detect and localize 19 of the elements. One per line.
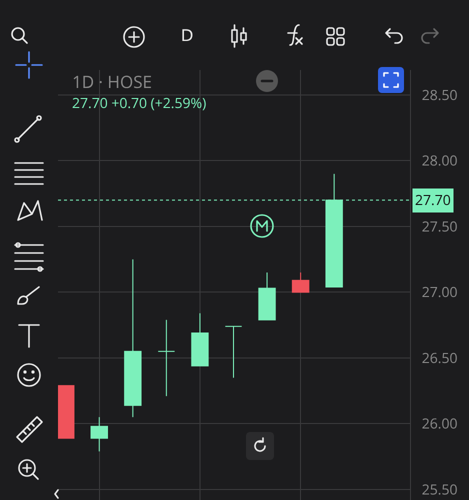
candlestick	[124, 258, 142, 418]
candlestick	[224, 326, 242, 378]
annotation: 27.70 +0.70 (+2.59%)	[72, 94, 206, 113]
candlestick	[191, 312, 209, 366]
y-tick-label: 26.00	[422, 414, 458, 434]
y-tick-label: 28.50	[422, 86, 458, 105]
text: D	[181, 26, 194, 46]
candlestick	[258, 272, 276, 320]
ref-line-label: 27.70	[415, 191, 451, 210]
candlestick	[292, 272, 310, 293]
y-tick-label: 28.00	[422, 152, 458, 171]
y-tick-label: 27.00	[422, 283, 458, 302]
y-tick-label: 26.50	[422, 348, 458, 368]
candlestick	[158, 319, 176, 397]
candlestick	[58, 385, 74, 439]
chart-title: 1D · HOSE	[72, 70, 152, 93]
y-tick-label: 25.50	[422, 480, 458, 500]
candlestick	[90, 416, 108, 452]
y-tick-label: 27.50	[422, 217, 458, 236]
